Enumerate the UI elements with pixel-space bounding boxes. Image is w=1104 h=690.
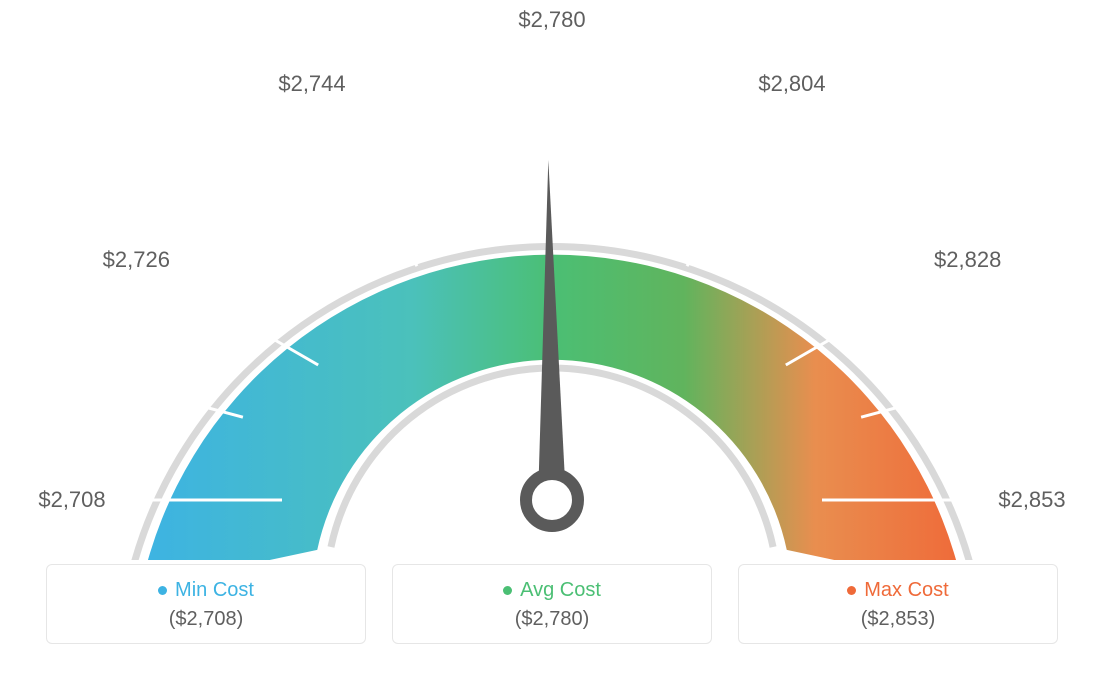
gauge-tick-label: $2,804 (758, 71, 825, 97)
avg-cost-value: ($2,780) (403, 608, 701, 631)
gauge-chart: $2,708 $2,726 $2,744 $2,780 $2,804 $2,828 $2,8… (0, 0, 1104, 560)
max-cost-label: Max Cost (864, 579, 948, 602)
gauge-tick-label: $2,780 (518, 7, 585, 33)
gauge-tick-label: $2,853 (998, 487, 1065, 513)
avg-cost-title: Avg Cost (503, 579, 601, 602)
min-cost-value: ($2,708) (57, 608, 355, 631)
min-cost-card: Min Cost ($2,708) (46, 564, 366, 644)
gauge-tick-label: $2,828 (934, 247, 1001, 273)
max-cost-value: ($2,853) (749, 608, 1047, 631)
gauge-tick-label: $2,744 (278, 71, 345, 97)
gauge-tick-label: $2,708 (38, 487, 105, 513)
max-dot-icon (847, 586, 856, 595)
avg-cost-label: Avg Cost (520, 579, 601, 602)
min-dot-icon (158, 586, 167, 595)
min-cost-label: Min Cost (175, 579, 254, 602)
gauge-svg (0, 0, 1104, 560)
max-cost-title: Max Cost (847, 579, 948, 602)
min-cost-title: Min Cost (158, 579, 254, 602)
max-cost-card: Max Cost ($2,853) (738, 564, 1058, 644)
gauge-tick-label: $2,726 (103, 247, 170, 273)
avg-dot-icon (503, 586, 512, 595)
avg-cost-card: Avg Cost ($2,780) (392, 564, 712, 644)
summary-cards: Min Cost ($2,708) Avg Cost ($2,780) Max … (0, 564, 1104, 644)
